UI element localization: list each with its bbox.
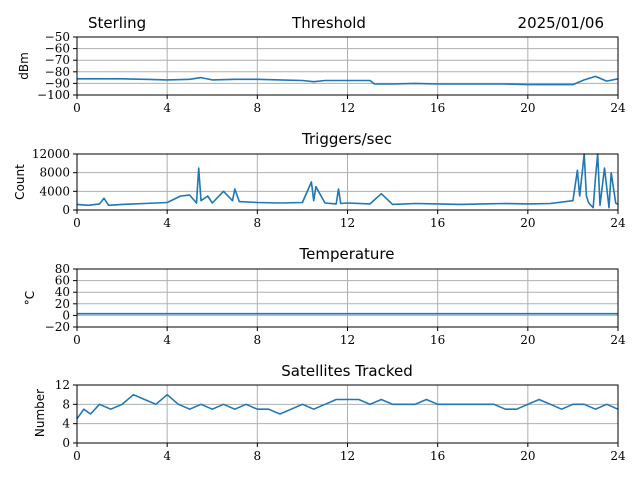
- triggers-series-line: [76, 153, 619, 209]
- triggers-x-tick-label: 4: [163, 216, 171, 230]
- threshold-panel: Threshold dBm 0 4 8 12 16 20 24 −100−90−80−70−6…: [17, 14, 626, 115]
- temperature-x-tick-label: 8: [254, 333, 262, 347]
- satellites-y-tick-label: 8: [62, 397, 70, 411]
- triggers-y-tick-label: 0: [62, 203, 70, 217]
- temperature-y-tick-label: 80: [55, 262, 70, 276]
- triggers-x-tick-label: 16: [430, 216, 445, 230]
- threshold-y-label: dBm: [17, 52, 31, 80]
- triggers-x-tick-label: 0: [73, 216, 81, 230]
- temperature-x-tick-label: 16: [430, 333, 445, 347]
- triggers-y-tick-label: 12000: [32, 147, 70, 161]
- threshold-x-tick-label: 24: [610, 101, 626, 115]
- threshold-y-tick-label: −80: [45, 65, 70, 79]
- satellites-y-label: Number: [33, 389, 47, 437]
- satellites-y-tick-label: 0: [62, 436, 70, 450]
- temperature-x-tick-label: 12: [340, 333, 355, 347]
- satellites-panel: Satellites Tracked Number 0 4 8 12 16 20 24 0 4 8…: [33, 362, 626, 463]
- triggers-x-tick-label: 12: [340, 216, 355, 230]
- temperature-x-tick-label: 24: [610, 333, 626, 347]
- triggers-panel: Triggers/sec Count 0 4 8 12 16 20 24 0 4000 8000 1…: [13, 130, 626, 230]
- satellites-x-tick-label: 4: [163, 449, 171, 463]
- threshold-y-tick-label: −100: [37, 88, 70, 102]
- satellites-x-tick-label: 24: [610, 449, 626, 463]
- temperature-x-tick-label: 4: [163, 333, 171, 347]
- temperature-title: Temperature: [298, 245, 394, 263]
- triggers-x-tick-label: 20: [520, 216, 535, 230]
- threshold-x-tick-label: 4: [163, 101, 171, 115]
- triggers-x-tick-label: 24: [610, 216, 626, 230]
- temperature-y-label: °C: [23, 291, 37, 305]
- satellites-x-tick-label: 12: [340, 449, 355, 463]
- temperature-y-tick-label: −20: [45, 320, 70, 334]
- triggers-y-tick-label: 8000: [39, 166, 70, 180]
- temperature-y-tick-label: 0: [62, 308, 70, 322]
- report-date: 2025/01/06: [518, 14, 604, 32]
- triggers-title: Triggers/sec: [301, 130, 392, 148]
- satellites-y-tick-label: 4: [62, 417, 70, 431]
- satellites-title: Satellites Tracked: [281, 362, 412, 380]
- satellites-y-tick-label: 12: [55, 378, 70, 392]
- threshold-series-line: [77, 75, 619, 86]
- triggers-y-tick-label: 4000: [39, 184, 70, 198]
- threshold-x-tick-label: 12: [340, 101, 355, 115]
- threshold-x-tick-label: 0: [73, 101, 81, 115]
- threshold-y-tick-label: −60: [45, 42, 70, 56]
- triggers-y-label: Count: [13, 164, 27, 200]
- threshold-y-tick-label: −90: [45, 76, 70, 90]
- temperature-y-tick-label: 20: [55, 297, 70, 311]
- temperature-y-tick-label: 40: [55, 285, 70, 299]
- satellites-series-line: [76, 393, 619, 420]
- satellites-x-tick-label: 20: [520, 449, 535, 463]
- temperature-x-tick-label: 0: [73, 333, 81, 347]
- satellites-x-tick-label: 16: [430, 449, 445, 463]
- triggers-x-tick-label: 8: [254, 216, 262, 230]
- temperature-x-tick-label: 20: [520, 333, 535, 347]
- threshold-title: Threshold: [291, 14, 366, 32]
- threshold-x-tick-label: 8: [254, 101, 262, 115]
- satellites-x-tick-label: 0: [73, 449, 81, 463]
- temperature-y-tick-label: 60: [55, 274, 70, 288]
- satellites-x-tick-label: 8: [254, 449, 262, 463]
- station-name: Sterling: [88, 14, 146, 32]
- threshold-y-tick-label: −50: [45, 30, 70, 44]
- threshold-y-tick-label: −70: [45, 53, 70, 67]
- threshold-x-tick-label: 16: [430, 101, 445, 115]
- threshold-x-tick-label: 20: [520, 101, 535, 115]
